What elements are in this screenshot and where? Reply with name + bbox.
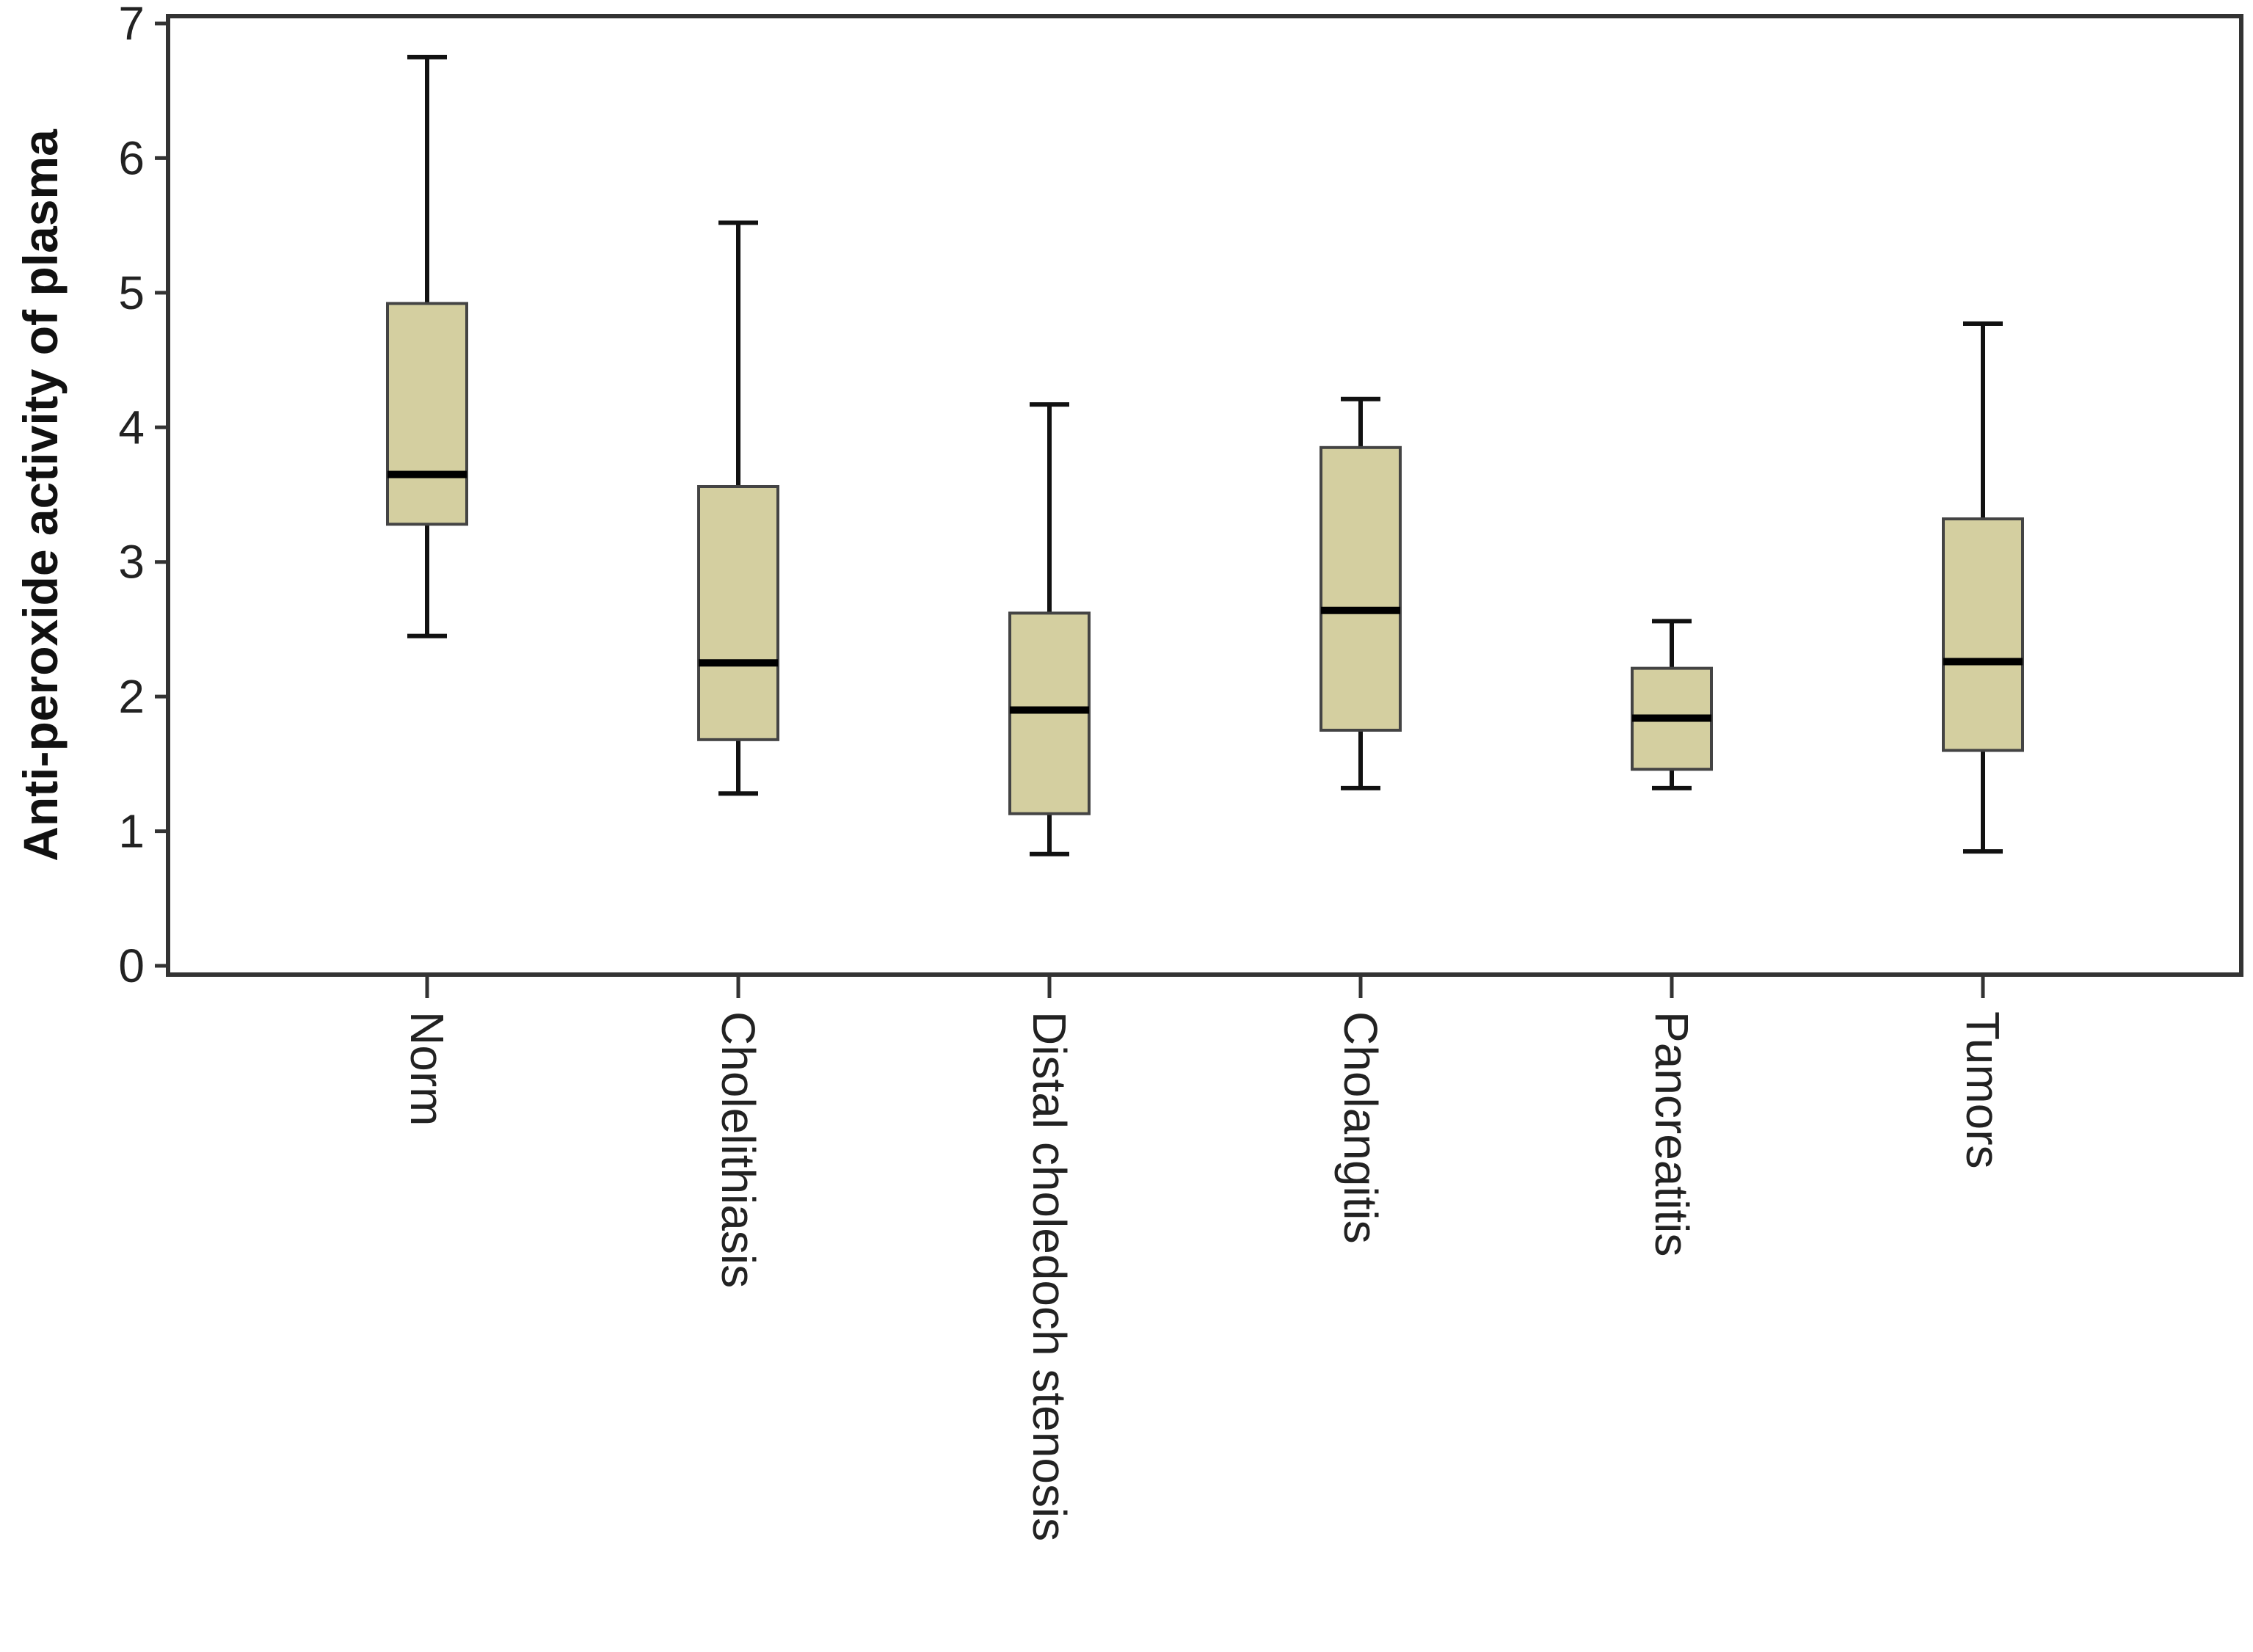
y-tick-label: 3 <box>118 536 145 589</box>
y-tick-label: 7 <box>118 0 145 50</box>
category-label: Cholelithiasis <box>712 1011 765 1288</box>
box-1 <box>697 220 779 796</box>
x-axis: Norm Cholelithiasis Distal choledoch steno… <box>401 975 2009 1541</box>
category-label: Distal choledoch stenosis <box>1023 1011 1076 1541</box>
category-label: Pancreatitis <box>1645 1011 1698 1256</box>
iqr-box <box>386 302 468 526</box>
y-axis-title: Anti-peroxide activity of plasma <box>13 128 68 862</box>
plot-frame <box>166 14 2243 977</box>
box-4 <box>1631 619 1713 790</box>
y-tick-label: 1 <box>118 805 145 858</box>
iqr-box <box>697 484 779 741</box>
y-tick-label: 2 <box>118 670 145 723</box>
box-3 <box>1320 396 1402 790</box>
y-tick-label: 5 <box>118 266 145 319</box>
boxes-layer <box>386 54 2024 856</box>
y-axis: 0 1 2 3 4 5 6 7 <box>118 0 168 992</box>
category-label: Norm <box>401 1011 454 1126</box>
box-5 <box>1942 321 2024 854</box>
category-label: Cholangitis <box>1334 1011 1387 1244</box>
box-2 <box>1008 402 1091 856</box>
y-tick-label: 6 <box>118 131 145 184</box>
iqr-box <box>1942 517 2024 752</box>
box-0 <box>386 54 468 638</box>
y-tick-label: 4 <box>118 401 145 454</box>
y-tick-label: 0 <box>118 939 145 992</box>
iqr-box <box>1320 445 1402 732</box>
category-label: Tumors <box>1957 1011 2009 1169</box>
